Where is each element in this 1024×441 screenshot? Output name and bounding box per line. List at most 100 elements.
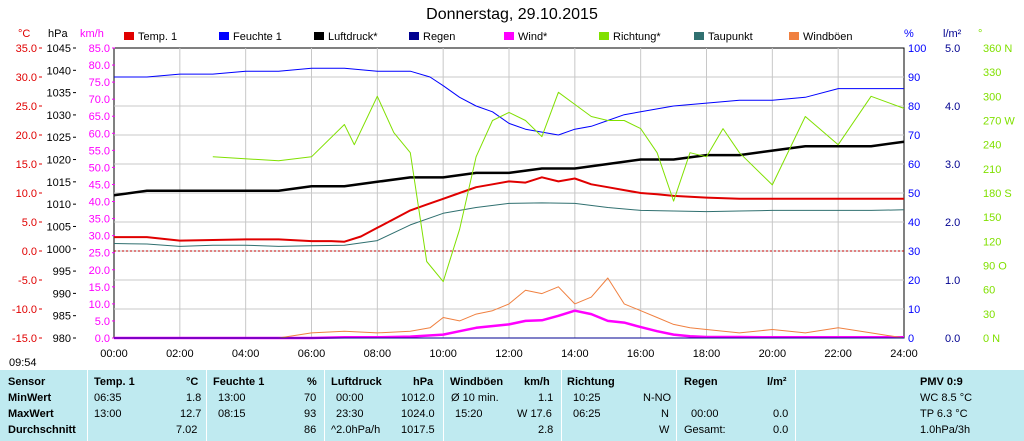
luftdruck-max-time: 23:30 [336,408,364,420]
legend-swatch [789,32,799,40]
direction-axis-label: 240 [983,140,1001,152]
regen-total-label: Gesamt: [684,424,726,436]
divider [206,370,207,441]
unit-pct: % [904,28,914,40]
legend-item-luftdruck: Luftdruck* [314,31,378,43]
regen-header: Regen [684,376,718,388]
feuchte-avg-value: 86 [304,424,317,436]
direction-axis-label: 300 [983,91,1001,103]
rain-axis-label: 5.0 [945,43,960,55]
richtung-min-time: 10:25 [573,392,601,404]
luftdruck-header: Luftdruck [331,376,382,388]
pressure-axis-label: 1015 [47,177,71,189]
direction-axis-label: 180 S [983,188,1012,200]
temp-max-value: 12.7 [180,408,202,420]
pressure-axis-label: 1040 [47,65,71,77]
pressure-axis-label: 990 [53,288,71,300]
x-tick-label: 08:00 [364,348,392,360]
x-tick-label: 12:00 [495,348,523,360]
divider [795,370,796,441]
humidity-axis-label: 30 [908,246,920,258]
richtung-max-time: 06:25 [573,408,601,420]
pressure-axis-label: 1005 [47,221,71,233]
legend: Temp. 1 Feuchte 1 Luftdruck* Regen Wind*… [0,31,1024,45]
humidity-axis-label: 50 [908,188,920,200]
pmv-windchill: WC 8.5 °C [920,392,973,404]
pressure-axis-label: 1035 [47,88,71,100]
direction-axis-label: 30 [983,309,995,321]
feuchte-max-time: 08:15 [218,408,246,420]
unit-kmh: km/h [80,28,104,40]
richtung-max-value: N [661,408,669,420]
direction-axis-label: 150 [983,212,1001,224]
series-line-richtung [212,91,905,283]
wind-axis-label: 50.0 [89,162,110,174]
divider [676,370,677,441]
legend-item-feuchte: Feuchte 1 [219,31,282,43]
temp-axis-label: -15.0 [12,333,37,345]
luftdruck-min-value: 1012.0 [401,392,435,404]
legend-item-taupunkt: Taupunkt [694,31,753,43]
direction-axis-label: 60 [983,285,995,297]
unit-deg: ° [978,28,983,40]
unit-hpa: hPa [48,28,68,40]
temp-avg-value: 7.02 [176,424,198,436]
temp-min-value: 1.8 [186,392,202,404]
wind-axis-label: 70.0 [89,94,110,106]
row-label-avg: Durchschnitt [8,424,76,436]
rain-axis-label: 2.0 [945,217,960,229]
row-label-max: MaxWert [8,408,54,420]
legend-label: Feuchte 1 [233,31,282,43]
wind-axis-label: 75.0 [89,77,110,89]
temp-axis-label: 5.0 [22,217,37,229]
regen-total-value: 0.0 [773,424,789,436]
x-tick-label: 10:00 [429,348,457,360]
legend-item-windboeen: Windböen [789,31,853,43]
legend-item-wind: Wind* [504,31,547,43]
clock-time: 09:54 [9,357,37,369]
feuchte-unit: % [307,376,317,388]
feuchte-min-value: 70 [304,392,317,404]
wind-avg10-value: 1.1 [538,392,554,404]
x-tick-label: 00:00 [100,348,128,360]
humidity-axis-label: 60 [908,159,920,171]
wind-axis-label: 85.0 [89,43,110,55]
humidity-axis-label: 100 [908,43,926,55]
temp-unit: °C [186,376,199,388]
legend-label: Temp. 1 [138,31,178,43]
wind-avg10-label: Ø 10 min. [451,392,499,404]
pmv-pressure-trend: 1.0hPa/3h [920,424,971,436]
unit-temp: °C [18,28,31,40]
regen-max-time: 00:00 [691,408,719,420]
x-tick-label: 06:00 [298,348,326,360]
x-tick-label: 22:00 [824,348,852,360]
x-tick-label: 02:00 [166,348,194,360]
humidity-axis-label: 70 [908,130,920,142]
humidity-axis-label: 80 [908,101,920,113]
richtung-header: Richtung [567,376,615,388]
richtung-avg-value: W [659,424,670,436]
pressure-axis-label: 985 [53,311,71,323]
legend-swatch [504,32,514,40]
legend-swatch [124,32,134,40]
series-line-luftdruck [113,140,905,197]
x-tick-label: 04:00 [232,348,260,360]
luftdruck-unit: hPa [413,376,434,388]
row-label-min: MinWert [8,392,52,404]
temp-max-time: 13:00 [94,408,122,420]
wind-axis-label: 15.0 [89,282,110,294]
direction-axis-label: 270 W [983,116,1015,128]
feuchte-min-time: 13:00 [218,392,246,404]
temp-axis-label: 0.0 [22,246,37,258]
wind-axis-label: 30.0 [89,231,110,243]
pmv-dewpoint: TP 6.3 °C [920,408,968,420]
x-tick-label: 14:00 [561,348,589,360]
direction-axis-label: 360 N [983,43,1012,55]
stats-table: Sensor MinWert MaxWert Durchschnitt Temp… [0,370,1024,441]
legend-swatch [314,32,324,40]
divider [443,370,444,441]
legend-label: Wind* [518,31,548,43]
temp-axis-label: 25.0 [16,101,37,113]
x-tick-label: 16:00 [627,348,655,360]
legend-label: Luftdruck* [328,31,378,43]
